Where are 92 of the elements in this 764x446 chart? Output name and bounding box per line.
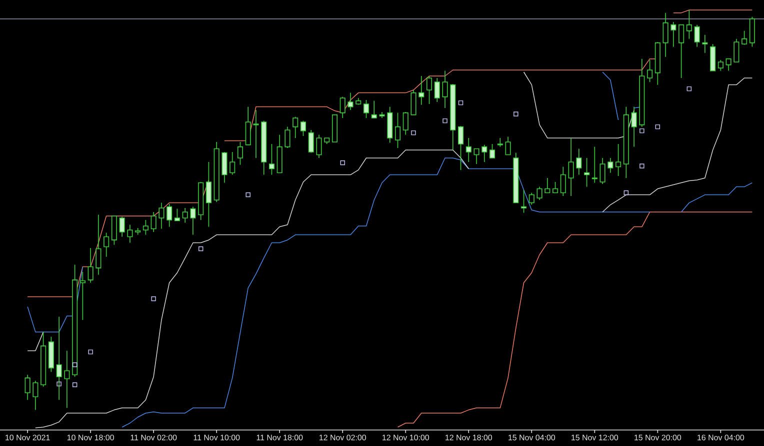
candlestick	[182, 208, 188, 224]
candlestick	[284, 126, 290, 148]
candlestick	[616, 144, 622, 176]
candlestick	[576, 148, 582, 176]
candlestick	[726, 58, 732, 72]
candlestick	[592, 146, 598, 184]
candlestick	[371, 100, 377, 118]
candlestick	[426, 76, 432, 104]
point	[198, 246, 204, 252]
point	[88, 350, 93, 354]
candlestick	[230, 152, 236, 176]
point	[640, 128, 644, 134]
point	[72, 382, 78, 388]
point	[151, 296, 156, 302]
candlestick	[497, 138, 503, 148]
candlestick	[127, 224, 133, 244]
point	[246, 192, 250, 198]
candlestick	[111, 216, 117, 246]
candlestick	[300, 120, 306, 136]
candlestick	[56, 316, 62, 400]
candlestick	[190, 206, 196, 236]
candlestick	[418, 76, 424, 106]
candlestick	[150, 212, 156, 232]
candlestick	[316, 134, 322, 158]
candlestick	[505, 136, 511, 156]
candlestick	[340, 96, 346, 118]
candlestick	[482, 144, 488, 162]
candlestick	[647, 60, 653, 82]
candlestick	[348, 92, 354, 110]
candlestick	[536, 186, 542, 200]
candlestick	[474, 148, 480, 164]
candlestick	[402, 112, 408, 136]
point	[340, 160, 345, 166]
candlestick	[552, 182, 558, 194]
candlestick	[142, 220, 148, 236]
candlestick	[174, 208, 180, 222]
candlestick	[96, 214, 102, 276]
candlestick	[222, 152, 228, 184]
candlestick	[64, 350, 70, 408]
candlestick	[308, 130, 314, 154]
candlestick	[104, 232, 110, 258]
candlestick	[237, 142, 243, 166]
candlestick	[24, 374, 30, 400]
candlestick	[678, 24, 684, 78]
candlestick	[670, 22, 676, 48]
point	[655, 124, 660, 130]
candlestick	[568, 138, 574, 196]
candlestick	[442, 70, 448, 108]
candlestick	[521, 190, 527, 214]
point	[686, 86, 692, 92]
candlestick	[600, 158, 606, 184]
candlestick	[694, 24, 700, 48]
point	[411, 130, 416, 136]
candlestick	[253, 110, 259, 158]
candlestick	[245, 106, 251, 146]
candlestick	[80, 272, 86, 320]
point	[640, 164, 644, 168]
candlestick	[608, 158, 614, 174]
candlestick	[749, 16, 755, 48]
candlestick	[631, 106, 637, 148]
candlestick	[734, 38, 740, 62]
point	[56, 382, 62, 386]
point	[624, 190, 629, 196]
candlestick	[466, 138, 472, 162]
candlestick	[560, 166, 566, 196]
point	[458, 100, 464, 106]
candlestick	[434, 78, 440, 102]
candlestick	[710, 44, 716, 72]
candlestick	[206, 162, 212, 228]
candlestick	[686, 10, 692, 40]
candlestick	[584, 158, 590, 188]
candlestick	[662, 12, 668, 58]
candlestick	[458, 126, 464, 170]
candlestick	[702, 34, 708, 54]
candlestick	[268, 144, 274, 176]
point	[514, 112, 518, 116]
candlestick	[410, 90, 416, 116]
candlestick	[166, 204, 172, 228]
candlestick	[718, 60, 724, 72]
point	[72, 362, 78, 368]
candlestick	[394, 112, 401, 148]
candlestick	[32, 380, 38, 410]
candlestick	[88, 248, 94, 284]
point	[442, 118, 448, 124]
candlestick	[158, 202, 164, 230]
candlestick	[544, 178, 550, 194]
candlestick	[292, 116, 298, 138]
candlestick	[490, 144, 496, 158]
candlestick	[528, 192, 534, 206]
candlestick	[363, 100, 370, 118]
candlestick	[119, 216, 125, 238]
candlestick	[742, 30, 748, 46]
